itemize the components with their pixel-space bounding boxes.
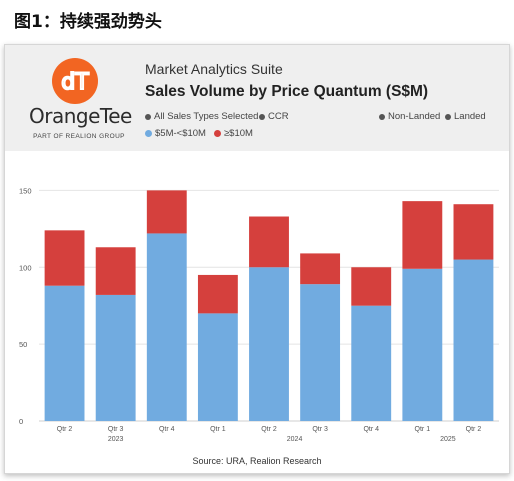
suite-name: Market Analytics Suite bbox=[145, 61, 283, 77]
bar-segment-5m-10m bbox=[249, 267, 289, 421]
source-note: Source: URA, Realion Research bbox=[192, 456, 322, 466]
y-tick-label: 150 bbox=[19, 186, 32, 195]
bar-segment-5m-10m bbox=[453, 259, 494, 421]
plot-area: 0 50 100 150 Qtr 2 Qtr 3 Qtr 4 Qtr 1 Qtr 2 Qtr 3 Q… bbox=[5, 151, 509, 473]
filter-ccr[interactable]: CCR bbox=[259, 111, 289, 122]
filter-label: CCR bbox=[268, 111, 289, 122]
figure-title: 图1：持续强劲势头 bbox=[14, 12, 162, 32]
filter-dot-icon bbox=[379, 113, 385, 120]
bar-segment-5m-10m bbox=[146, 233, 187, 421]
bar-segment-10m-plus bbox=[249, 216, 289, 268]
legend-label-high: ≥$10M bbox=[223, 128, 253, 139]
stacked-bar-chart: 0 50 100 150 Qtr 2 Qtr 3 Qtr 4 Qtr 1 Qtr 2 Qtr 3 Q… bbox=[19, 186, 499, 443]
bar-segment-10m-plus bbox=[351, 267, 392, 306]
year-label: 2024 bbox=[287, 436, 303, 443]
bar-segment-5m-10m bbox=[300, 284, 341, 421]
chart-legend: $5M-<$10M ≥$10M bbox=[145, 128, 253, 139]
bar-segment-5m-10m bbox=[351, 305, 392, 421]
filter-landed[interactable]: Landed bbox=[445, 111, 486, 122]
filter-label: All Sales Types Selected bbox=[154, 111, 259, 122]
y-tick-label: 50 bbox=[19, 340, 27, 349]
y-tick-label: 0 bbox=[19, 417, 23, 426]
x-tick-label: Qtr 3 bbox=[312, 426, 328, 433]
filter-all-sales-types[interactable]: All Sales Types Selected bbox=[145, 111, 258, 122]
filter-dot-icon bbox=[259, 113, 265, 120]
x-tick-label: Qtr 2 bbox=[57, 426, 73, 433]
chart-title: Sales Volume by Price Quantum (S$M) bbox=[145, 83, 429, 100]
orangetee-logo-icon: dT bbox=[52, 58, 98, 104]
bar-segment-10m-plus bbox=[44, 230, 85, 286]
legend-swatch-low bbox=[145, 130, 152, 137]
bar-segment-5m-10m bbox=[197, 313, 238, 421]
filter-label: Landed bbox=[454, 111, 486, 122]
x-tick-label: Qtr 2 bbox=[261, 426, 277, 433]
x-tick-label: Qtr 2 bbox=[466, 426, 482, 433]
legend-label-low: $5M-<$10M bbox=[155, 128, 206, 139]
filter-dot-icon bbox=[445, 113, 451, 120]
y-tick-label: 100 bbox=[19, 263, 32, 272]
filter-non-landed[interactable]: Non-Landed bbox=[379, 111, 440, 122]
logo-mark: dT bbox=[61, 70, 89, 95]
x-tick-label: Qtr 1 bbox=[415, 426, 431, 433]
bar-segment-5m-10m bbox=[95, 294, 136, 421]
brand-name: OrangeTee bbox=[29, 104, 132, 128]
brand-tagline: PART OF REALION GROUP bbox=[33, 133, 125, 140]
x-tick-label: Qtr 4 bbox=[159, 426, 175, 433]
bar-segment-10m-plus bbox=[95, 247, 136, 295]
x-tick-label: Qtr 1 bbox=[210, 426, 226, 433]
bar-segment-5m-10m bbox=[402, 268, 443, 421]
bar-segment-10m-plus bbox=[300, 253, 341, 285]
bar-segment-5m-10m bbox=[44, 285, 85, 421]
x-tick-label: Qtr 4 bbox=[363, 426, 379, 433]
filter-dot-icon bbox=[145, 113, 151, 120]
dashboard-header: dT OrangeTee PART OF REALION GROUP Marke… bbox=[5, 45, 509, 151]
year-label: 2023 bbox=[108, 436, 124, 443]
year-label: 2025 bbox=[440, 436, 456, 443]
legend-swatch-high bbox=[213, 130, 221, 137]
bar-segment-10m-plus bbox=[402, 201, 443, 269]
bar-segment-10m-plus bbox=[146, 190, 187, 234]
bar-segment-10m-plus bbox=[453, 204, 494, 260]
dashboard-card: dT OrangeTee PART OF REALION GROUP Marke… bbox=[4, 44, 510, 474]
bar-segment-10m-plus bbox=[197, 274, 238, 314]
x-tick-label: Qtr 3 bbox=[108, 426, 124, 433]
filter-label: Non-Landed bbox=[388, 111, 441, 122]
